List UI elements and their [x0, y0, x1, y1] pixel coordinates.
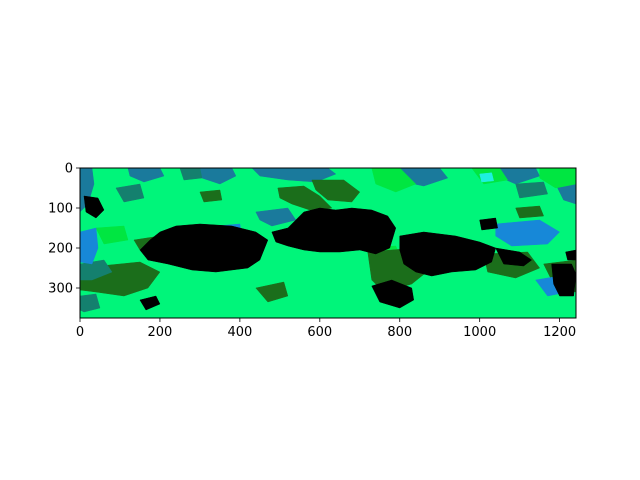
y-tick-label: 300 [48, 282, 73, 297]
plot-area [79, 167, 577, 319]
region-dark-green [311, 179, 361, 203]
y-axis: 0 100 200 300 [48, 162, 80, 297]
x-tick-label: 1000 [463, 325, 496, 340]
region-steel-blue [80, 168, 95, 213]
x-axis: 0 200 400 600 800 1000 1200 [76, 318, 576, 340]
y-tick-label: 0 [65, 162, 73, 177]
heatmap-regions [80, 168, 576, 318]
region-azure [80, 227, 99, 265]
x-tick-label: 0 [76, 325, 84, 340]
region-black [227, 245, 247, 256]
region-black [565, 249, 576, 261]
region-black [271, 207, 396, 255]
region-black [479, 217, 498, 231]
region-cyan [479, 172, 494, 183]
y-tick-label: 200 [48, 242, 73, 257]
region-steel-blue [127, 168, 165, 183]
region-black [371, 279, 414, 309]
region-teal [80, 293, 101, 313]
plot-frame [79, 167, 577, 319]
region-teal [515, 181, 548, 199]
x-tick-label: 1200 [543, 325, 576, 340]
region-lime [539, 168, 576, 189]
region-lime [371, 168, 416, 193]
region-dark-green [199, 189, 223, 203]
region-black [399, 231, 496, 277]
y-tick-label: 100 [48, 202, 73, 217]
x-tick-label: 600 [307, 325, 332, 340]
x-tick-label: 200 [148, 325, 173, 340]
region-azure [495, 219, 560, 247]
region-black [495, 247, 532, 267]
region-black [139, 223, 269, 273]
region-dark-green [255, 281, 289, 303]
x-tick-label: 800 [387, 325, 412, 340]
region-black [83, 195, 105, 219]
region-teal [115, 183, 145, 203]
region-teal [80, 259, 113, 281]
region-steel-blue [255, 207, 297, 227]
region-dark-green [515, 205, 544, 219]
region-teal [179, 168, 203, 181]
region-lime [95, 225, 129, 245]
x-tick-label: 400 [227, 325, 252, 340]
region-black [551, 263, 576, 297]
region-black [139, 295, 161, 311]
